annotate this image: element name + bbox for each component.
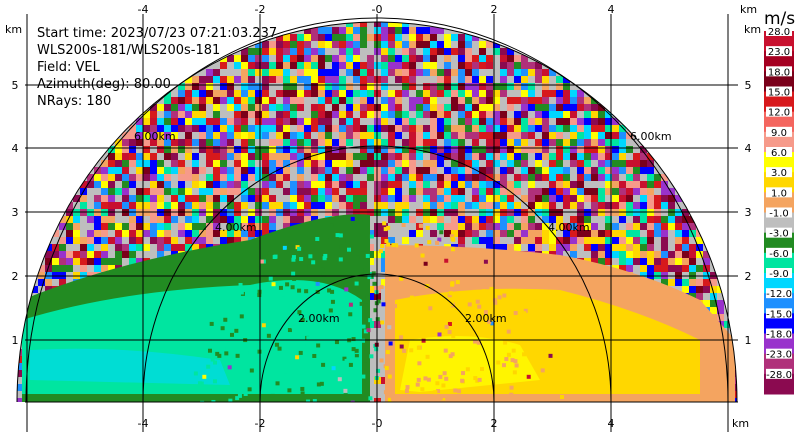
colorbar-label: -23.0 <box>766 350 792 361</box>
range-ring-label: 6.00km <box>630 130 672 143</box>
colorbar-units: m/s <box>764 9 796 29</box>
colorbar-label-bg <box>766 368 792 379</box>
range-ring-label: 2.00km <box>298 312 340 325</box>
colorbar-label-bg <box>766 147 792 157</box>
colorbar-label-bg <box>766 167 792 178</box>
colorbar-label: 9.0 <box>771 128 787 139</box>
colorbar-label-bg <box>766 268 792 278</box>
colorbar-label: -12.0 <box>766 289 792 300</box>
colorbar-swatch <box>764 373 794 395</box>
instrument-text: WLS200s-181/WLS200s-181 <box>37 43 221 58</box>
colorbar-label-bg <box>766 26 792 36</box>
signal-region <box>22 214 735 402</box>
azimuth-text: Azimuth(deg): 80.00 <box>37 77 171 92</box>
colorbar-label-bg <box>766 46 792 57</box>
y-tick-label-right: 5 <box>745 79 752 92</box>
x-tick-label-top: 2 <box>491 3 498 16</box>
colorbar-label: -15.0 <box>766 309 792 320</box>
colorbar-label: -9.0 <box>769 269 789 280</box>
axis-unit-label: km <box>5 23 22 36</box>
x-tick-label-bottom: -4 <box>138 417 149 430</box>
field-text: Field: VEL <box>37 60 100 75</box>
x-tick-label-bottom: -0 <box>372 417 383 430</box>
colorbar-label: 15.0 <box>768 88 790 99</box>
colorbar-label: 23.0 <box>768 47 790 58</box>
colorbar-label-bg <box>766 126 792 137</box>
colorbar-label-bg <box>766 106 792 117</box>
colorbar-label: -6.0 <box>769 249 789 260</box>
axis-ticks: -4 -4 -2 -2 -0 -0 2 2 4 4 1 1 2 2 3 3 4 4 5 5 km km km km <box>5 3 761 430</box>
colorbar-label-bg <box>766 227 792 238</box>
colorbar-label-bg <box>766 247 792 258</box>
colorbar-label: -28.0 <box>766 370 792 381</box>
y-tick-label-right: 4 <box>745 142 752 155</box>
x-tick-label-top: -4 <box>138 3 149 16</box>
range-ring-label: 4.00km <box>548 221 590 234</box>
colorbar-label-bg <box>766 86 792 97</box>
y-tick-label-left: 4 <box>12 142 19 155</box>
colorbar-label: -3.0 <box>769 229 789 240</box>
x-tick-label-bottom: -2 <box>255 417 266 430</box>
colorbar-label: 6.0 <box>771 148 787 159</box>
range-rings <box>16 17 738 403</box>
range-ring-label: 2.00km <box>465 312 507 325</box>
y-tick-label-right: 2 <box>745 270 752 283</box>
range-ring-label: 6.00km <box>134 130 176 143</box>
colorbar-label: 1.0 <box>771 188 787 199</box>
colorbar-label-bg <box>766 308 792 319</box>
colorbar-label: -18.0 <box>766 330 792 341</box>
colorbar-label-bg <box>766 207 792 218</box>
axis-unit-label: km <box>744 23 761 36</box>
y-tick-label-left: 3 <box>12 206 19 219</box>
colorbar-label: 18.0 <box>768 67 790 78</box>
y-tick-label-right: 1 <box>745 334 752 347</box>
colorbar-label-bg <box>766 348 792 359</box>
colorbar-label-bg <box>766 328 792 339</box>
start-time-text: Start time: 2023/07/23 07:21:03.237 <box>37 26 278 41</box>
range-ring-labels: 2.00km 2.00km 4.00km 4.00km 6.00km 6.00km <box>134 130 672 325</box>
colorbar-label: 3.0 <box>771 168 787 179</box>
y-tick-label-left: 1 <box>12 334 19 347</box>
colorbar-label: -1.0 <box>769 209 789 220</box>
range-ring-label: 4.00km <box>215 221 257 234</box>
y-tick-label-right: 3 <box>745 206 752 219</box>
x-tick-label-top: -2 <box>255 3 266 16</box>
colorbar-label: 12.0 <box>768 108 790 119</box>
y-tick-label-left: 5 <box>12 79 19 92</box>
x-tick-label-bottom: 2 <box>491 417 498 430</box>
nrays-text: NRays: 180 <box>37 94 112 109</box>
x-tick-label-top: -0 <box>372 3 383 16</box>
colorbar: 28.0 23.0 18.0 15.0 12.0 9.0 6.0 3.0 1.0 -1.0 -3.0… <box>764 26 794 395</box>
axis-unit-label: km <box>732 417 749 430</box>
colorbar-label: 28.0 <box>768 27 790 38</box>
axis-unit-label: km <box>740 3 757 16</box>
y-tick-label-left: 2 <box>12 270 19 283</box>
x-tick-label-top: 4 <box>608 3 615 16</box>
colorbar-label-bg <box>766 187 792 198</box>
colorbar-label-bg <box>766 288 792 299</box>
grid-lines <box>25 14 738 432</box>
colorbar-label-bg <box>766 66 792 77</box>
x-tick-label-bottom: 4 <box>608 417 615 430</box>
